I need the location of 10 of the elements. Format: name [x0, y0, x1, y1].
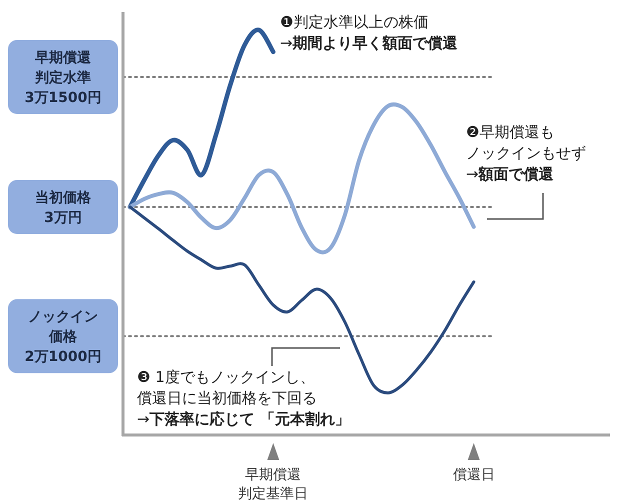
text: 償還日	[452, 467, 495, 483]
ref-line-label: 当初価格3万円	[35, 188, 92, 226]
text: 早期償還	[245, 467, 302, 483]
ref-line-label: 早期償還判定水準3万1500円	[24, 50, 102, 106]
annotation: ❸ 1度でもノックインし、償還日に当初価格を下回る →下落率に応じて 「元本割れ」	[137, 368, 350, 428]
annotation: ❶判定水準以上の株価 →期間より早く額面で償還	[280, 13, 458, 52]
annotation: ノックインもせず →額面で償還	[466, 144, 586, 183]
text: 判定基準日	[238, 486, 308, 502]
annotation: ❷早期償還も	[466, 123, 554, 141]
ref-line-label: ノックイン価格2万1000円	[24, 309, 102, 366]
